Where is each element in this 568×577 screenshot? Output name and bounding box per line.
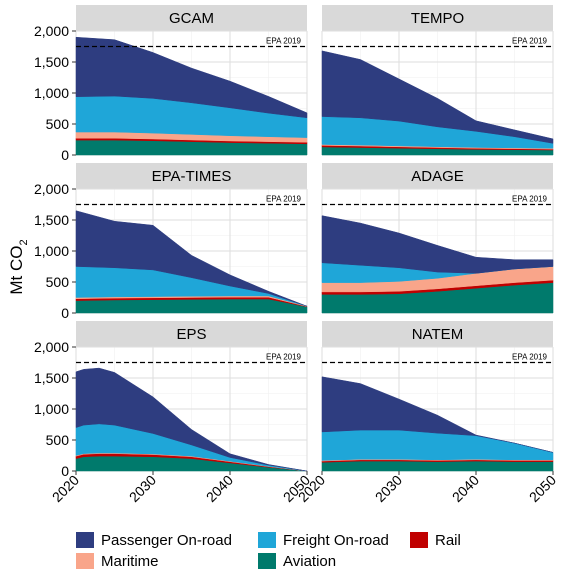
x-tick-label: 2030 [126,472,159,505]
y-tick-label: 1,000 [34,401,69,417]
legend-item-freight-on-road: Freight On-road [258,532,389,549]
y-tick-label: 0 [61,463,69,479]
legend-item-aviation: Aviation [258,553,336,570]
panel-strip [322,163,553,189]
legend: Passenger On-road Freight On-road Rail Mari… [76,532,461,570]
stacked-areas [75,36,308,156]
area-passenger-on-road [321,215,554,274]
legend-item-passenger-on-road: Passenger On-road [76,532,232,549]
y-axis-title-main: Mt CO [7,246,26,295]
legend-label: Aviation [283,553,336,570]
area-passenger-on-road [321,50,554,144]
y-tick-label: 0 [61,147,69,163]
area-aviation [75,298,308,314]
y-tick-label: 2,000 [34,23,69,39]
y-tick-label: 1,500 [34,54,69,70]
x-tick-label: 2040 [449,472,482,505]
y-axis-title-subscript: 2 [18,239,30,245]
legend-swatch [258,553,276,569]
panel-strip [322,5,553,31]
reference-line-label: EPA 2019 [512,353,548,362]
y-axis-title: Mt CO2 [7,239,30,294]
area-passenger-on-road [75,367,308,472]
panel-eps: EPS EPA 2019 [75,321,308,472]
panel-gcam: GCAM EPA 2019 [75,5,308,156]
stacked-areas [321,50,554,156]
y-tick-label: 500 [46,432,70,448]
legend-label: Passenger On-road [101,532,232,549]
stacked-areas [75,210,308,314]
stacked-areas [75,367,308,472]
stacked-areas [321,215,554,314]
panel-title: EPA-TIMES [152,168,232,185]
stacked-areas [321,376,554,472]
reference-line-label: EPA 2019 [266,195,302,204]
panels-layer: GCAM EPA 2019 TEMPO EPA 2019 EPA-TIMES EPA 20… [75,5,554,472]
reference-line-label: EPA 2019 [512,37,548,46]
y-tick-label: 1,500 [34,212,69,228]
y-tick-label: 1,500 [34,370,69,386]
area-passenger-on-road [75,36,308,119]
panel-strip [76,163,307,189]
panel-title: ADAGE [411,168,464,185]
panel-title: EPS [176,326,206,343]
y-tick-label: 500 [46,274,70,290]
legend-swatch [76,532,94,548]
reference-line-label: EPA 2019 [266,37,302,46]
y-tick-label: 2,000 [34,339,69,355]
area-passenger-on-road [321,376,554,453]
area-aviation [321,460,554,472]
x-tick-label: 2050 [526,472,559,505]
panel-epa-times: EPA-TIMES EPA 2019 [75,163,308,314]
y-tick-label: 1,000 [34,243,69,259]
panel-strip [76,5,307,31]
panel-title: TEMPO [411,10,464,27]
legend-swatch [258,532,276,548]
panel-title: GCAM [169,10,214,27]
y-tick-label: 0 [61,305,69,321]
y-tick-label: 500 [46,116,70,132]
legend-label: Maritime [101,553,159,570]
panel-title: NATEM [412,326,463,343]
panel-tempo: TEMPO EPA 2019 [321,5,554,156]
panel-strip [76,321,307,347]
x-tick-label: 2030 [372,472,405,505]
legend-swatch [76,553,94,569]
panel-adage: ADAGE EPA 2019 [321,163,554,314]
panel-strip [322,321,553,347]
legend-item-maritime: Maritime [76,553,159,570]
reference-line-label: EPA 2019 [512,195,548,204]
y-tick-label: 2,000 [34,181,69,197]
panel-natem: NATEM EPA 2019 [321,321,554,472]
legend-label: Freight On-road [283,532,389,549]
x-tick-label: 2040 [203,472,236,505]
legend-label: Rail [435,532,461,549]
x-tick-label: 2020 [49,472,82,505]
legend-swatch [410,532,428,548]
area-passenger-on-road [75,210,308,307]
reference-line-label: EPA 2019 [266,353,302,362]
legend-item-rail: Rail [410,532,461,549]
y-tick-label: 1,000 [34,85,69,101]
